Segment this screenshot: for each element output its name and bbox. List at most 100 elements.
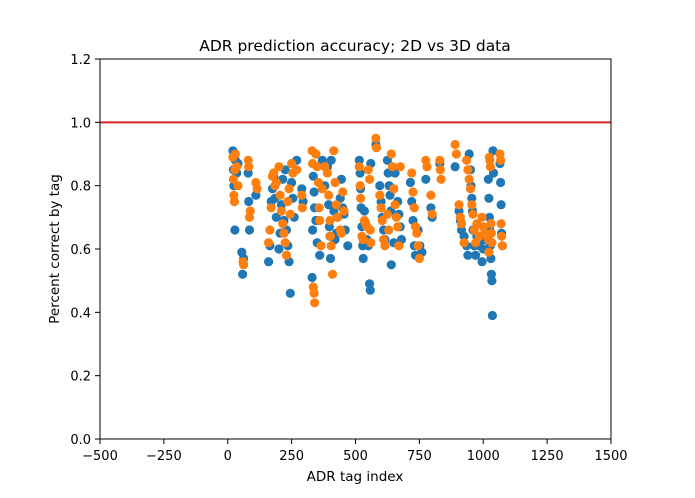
x-axis-label: ADR tag index [307,469,404,485]
y-tick-label: 0.4 [70,306,91,321]
scatter-point-series-2 [283,196,293,207]
scatter-point-series-2 [244,162,254,172]
scatter-point-series-2 [232,162,242,172]
scatter-point-series-2 [354,162,364,172]
scatter-point-series-2 [324,190,334,200]
scatter-point-series-1 [354,155,364,165]
scatter-point-series-1 [496,200,506,210]
scatter-point-series-2 [435,155,445,165]
scatter-point-series-2 [365,225,375,235]
scatter-point-series-1 [238,269,248,279]
scatter-point-series-2 [311,149,321,159]
scatter-point-series-2 [312,162,322,172]
scatter-point-series-2 [496,219,506,229]
scatter-point-series-1 [405,177,415,188]
scatter-point-series-2 [380,241,390,251]
scatter-point-series-2 [464,174,474,184]
scatter-point-series-1 [386,260,396,270]
x-tick-label: 0 [224,449,232,464]
plot-points [228,133,507,321]
scatter-point-series-1 [343,241,353,251]
scatter-point-series-2 [284,184,294,194]
scatter-point-series-2 [371,143,382,153]
scatter-point-series-2 [339,206,349,216]
scatter-point-series-1 [285,288,295,298]
x-tick-label: 250 [279,449,304,464]
y-axis-ticks: 0.0 0.2 0.4 0.6 0.8 1.0 1.2 [70,53,100,448]
scatter-point-series-2 [456,219,467,229]
scatter-point-series-2 [390,200,400,210]
scatter-point-series-2 [297,190,307,200]
scatter-point-series-1 [326,155,336,165]
scatter-point-series-1 [244,196,254,207]
scatter-point-series-1 [230,225,240,235]
scatter-point-series-2 [297,203,307,213]
scatter-point-series-1 [308,171,318,181]
scatter-point-series-2 [245,206,255,216]
scatter-point-series-2 [271,177,281,188]
scatter-point-series-1 [271,212,281,222]
scatter-point-series-2 [477,212,487,222]
scatter-point-series-2 [285,209,295,219]
scatter-point-series-2 [486,228,496,238]
scatter-point-series-1 [467,193,477,203]
scatter-point-series-2 [330,177,340,188]
scatter-point-series-2 [355,181,365,191]
scatter-point-series-2 [265,225,275,235]
x-tick-label: 1500 [594,449,627,464]
scatter-point-series-2 [371,133,381,143]
scatter-point-series-2 [264,238,274,248]
scatter-point-series-2 [266,203,276,213]
scatter-point-series-2 [484,247,494,257]
scatter-point-series-2 [497,241,507,251]
scatter-point-series-2 [435,165,445,175]
scatter-point-series-2 [422,162,432,172]
scatter-point-series-2 [322,168,332,178]
scatter-point-series-2 [317,184,327,194]
scatter-point-series-2 [377,215,387,226]
scatter-point-series-2 [395,162,405,172]
scatter-point-series-1 [244,225,255,235]
scatter-point-series-1 [459,231,469,241]
scatter-point-series-2 [325,231,336,241]
scatter-point-series-2 [316,241,326,251]
scatter-point-series-2 [338,187,348,197]
scatter-point-series-2 [325,215,335,226]
scatter-point-series-2 [376,203,386,213]
scatter-point-series-1 [325,253,336,264]
scatter-point-series-1 [421,174,431,184]
scatter-point-series-2 [467,200,477,210]
scatter-point-series-2 [252,184,262,194]
scatter-point-series-2 [233,181,243,191]
scatter-point-series-2 [280,238,290,248]
y-tick-label: 0.0 [70,433,91,448]
scatter-point-series-2 [229,196,239,207]
scatter-point-series-2 [327,269,338,279]
scatter-point-series-2 [387,162,398,172]
scatter-point-series-2 [414,253,424,264]
scatter-point-series-2 [468,209,478,219]
y-tick-label: 0.8 [70,180,91,195]
y-tick-label: 0.2 [70,370,91,385]
scatter-point-series-2 [384,225,394,235]
scatter-point-series-2 [274,162,284,172]
scatter-point-series-1 [483,174,493,184]
scatter-point-series-1 [471,250,481,260]
scatter-point-series-1 [365,285,375,295]
scatter-point-series-1 [324,200,334,210]
scatter-point-series-1 [315,250,325,260]
scatter-point-series-2 [239,260,249,270]
scatter-point-series-1 [309,187,319,197]
scatter-point-series-2 [393,222,403,232]
scatter-point-series-2 [394,241,404,251]
scatter-point-series-2 [427,209,437,219]
scatter-point-series-1 [307,272,317,283]
scatter-point-series-1 [358,253,368,264]
chart-title: ADR prediction accuracy; 2D vs 3D data [199,37,511,55]
scatter-point-series-1 [484,193,494,203]
scatter-point-series-2 [450,139,460,150]
scatter-point-series-2 [356,193,366,203]
y-tick-label: 1.0 [70,116,91,131]
scatter-point-series-1 [375,181,385,191]
